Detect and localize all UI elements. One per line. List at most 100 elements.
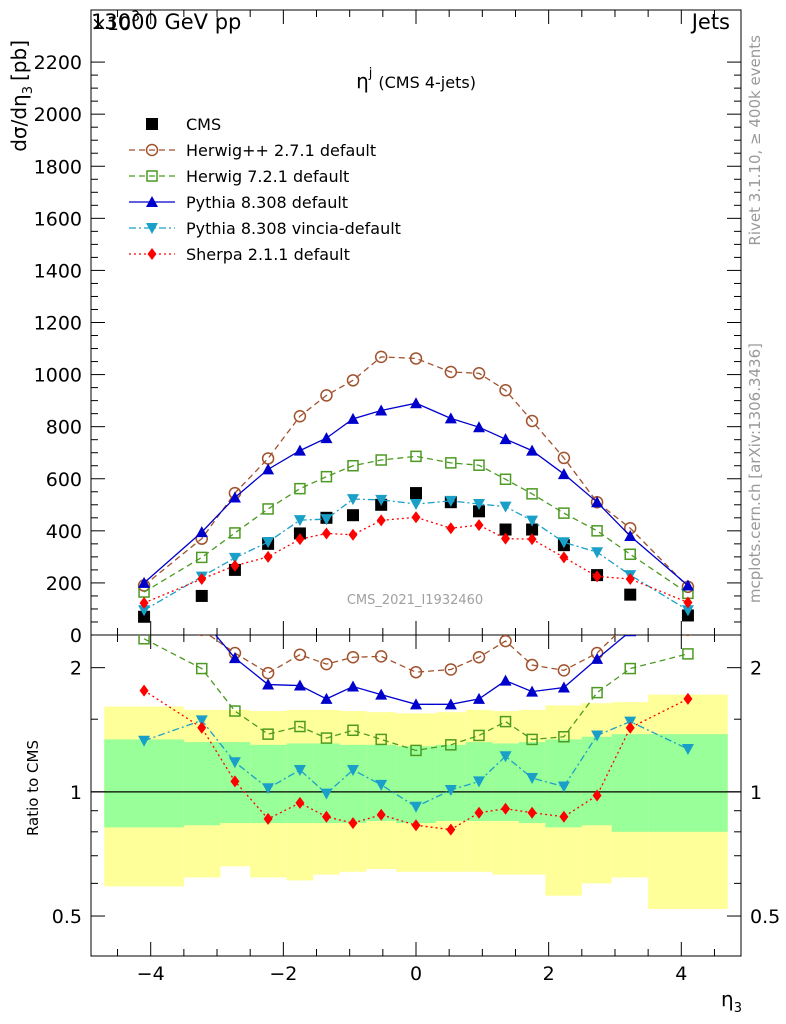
herwig-2-7-1-default-point [346,374,360,387]
sherpa-2-1-1-default-point [230,559,240,572]
herwig-7-2-1-default-ratio-point [196,662,208,675]
herwig-7-2-1-default-ratio-point [591,686,603,699]
legend-label-sherpa-2-1-1-default: Sherpa 2.1.1 default [186,245,350,264]
pythia-8-308-vincia-default-ratio-point [499,751,512,763]
pythia-8-308-default-ratio-point [320,692,333,704]
pythia-8-308-default-point [473,421,486,433]
herwig-7-2-1-default-point [320,470,333,483]
rivet-version-text: Rivet 3.1.10, ≥ 400k events [746,35,764,246]
sherpa-2-1-1-default-point [625,573,635,586]
mcplots-reference-text: mcplots.cern.ch [arXiv:1306.3436] [746,343,764,603]
pythia-8-308-default-point [262,463,275,475]
sherpa-2-1-1-default-point [295,533,305,546]
pythia-8-308-default-ratio-point [346,680,359,692]
x-tick-label: −4 [137,963,165,985]
analysis-watermark: CMS_2021_I1932460 [347,593,483,608]
pythia-8-308-vincia-default-point [499,501,512,513]
pythia-8-308-default-point [228,491,241,503]
pythia-8-308-default-point [624,530,637,542]
herwig-7-2-1-default-ratio-point [294,720,306,733]
ratio-panel: 0.5 0.5 1 1 2 2 −4 −2 0 2 4 [52,615,780,985]
cms-point [526,523,539,536]
sherpa-2-1-1-default-ratio-point [263,812,273,825]
pythia-8-308-default-point [138,576,151,588]
herwig-2-7-1-default-ratio-point [472,650,486,664]
herwig-2-7-1-default-ratio-point [625,615,636,626]
herwig-7-2-1-default-ratio-point [526,733,538,746]
pythia-8-308-default-point [410,397,422,409]
pythia-8-308-default-ratio-point [473,692,486,704]
herwig-7-2-1-default-point [262,503,274,515]
legend-label-cms: CMS [186,115,221,134]
plot-title: ηj (CMS 4-jets) [356,66,476,93]
herwig-7-2-1-default-line [143,455,689,594]
ratio-y-tick-label: 0.5 [52,906,82,928]
sherpa-2-1-1-default-point [527,533,537,546]
pythia-8-308-vincia-default-ratio-point [195,715,208,727]
herwig-2-7-1-default-line [143,356,689,588]
cms-point [624,588,637,601]
ratio-y-tick-label: 2 [70,658,82,680]
legend-label-herwig-7-2-1-default: Herwig 7.2.1 default [186,167,349,186]
herwig-2-7-1-default-ratio-point [374,650,388,663]
herwig-2-7-1-default-ratio-point [320,657,333,671]
herwig-7-2-1-default-ratio-point [138,635,150,645]
legend-marker-sherpa-2-1-1-default [147,248,157,260]
herwig-2-7-1-default-point [409,352,423,365]
pythia-8-308-default-ratio-line [214,635,627,705]
ratio-y-tick-label-right: 1 [750,782,762,804]
herwig-2-7-1-default-point [525,414,539,428]
sherpa-2-1-1-default-ratio-point [474,806,484,819]
cms-point [410,487,422,500]
herwig-7-2-1-default-ratio-point [473,729,485,742]
pythia-8-308-vincia-default-ratio-point [320,788,333,800]
herwig-2-7-1-default-point [499,383,512,397]
x-tick-label: 2 [543,963,555,985]
herwig-2-7-1-default-point [444,365,458,379]
pythia-8-308-default-point [681,579,694,591]
herwig-2-7-1-default-ratio-point [525,658,539,672]
legend-marker-pythia-8-308-default [146,196,158,207]
pythia-8-308-vincia-default-ratio-point [228,757,241,769]
herwig-7-2-1-default-point [624,548,636,561]
pythia-8-308-default-point [444,412,457,424]
uncertainty-band-green [581,736,612,826]
pythia-8-308-vincia-default-ratio-point [293,764,306,776]
herwig-2-7-1-default-point [293,410,307,423]
y-multiplier: ×103 [91,9,140,35]
uncertainty-band-green [611,734,649,832]
pythia-8-308-default-point [526,444,539,456]
legend-label-pythia-8-308-default: Pythia 8.308 default [186,193,348,212]
sherpa-2-1-1-default-point [197,573,207,586]
sherpa-2-1-1-default-point [474,519,484,532]
pythia-8-308-default-point [557,468,570,480]
herwig-2-7-1-default-point [261,452,275,465]
uncertainty-band-green [313,743,340,824]
pythia-8-308-default-ratio-point [262,678,275,690]
x-tick-label: −2 [269,963,297,985]
y-tick-label: 600 [46,469,82,491]
y-tick-label: 1200 [34,313,82,335]
pythia-8-308-vincia-default-point [293,515,306,527]
cms-point [195,589,208,602]
herwig-7-2-1-default-point [526,488,538,500]
herwig-2-7-1-default-ratio-point [499,635,512,648]
x-tick-label: 4 [675,963,687,985]
sherpa-2-1-1-default-point [321,527,331,540]
x-tick-label: 0 [410,963,422,985]
sherpa-2-1-1-default-ratio-point [446,823,456,836]
herwig-2-7-1-default-ratio-point [684,635,692,637]
pythia-8-308-vincia-default-point [444,495,457,507]
sherpa-2-1-1-default-point [501,532,511,545]
pythia-8-308-vincia-default-ratio-line [143,719,689,808]
main-frame [90,9,742,636]
sherpa-2-1-1-default-ratio-point [592,789,602,802]
y-tick-label: 2200 [34,52,82,74]
pythia-8-308-default-ratio-point [526,685,539,697]
herwig-7-2-1-default-point [196,551,208,564]
sherpa-2-1-1-default-point [376,514,386,527]
pythia-8-308-vincia-default-ratio-point [557,781,570,793]
pythia-8-308-vincia-default-ratio-point [473,776,486,788]
y-axis-label: dσ/dη3[pb] [7,40,36,152]
